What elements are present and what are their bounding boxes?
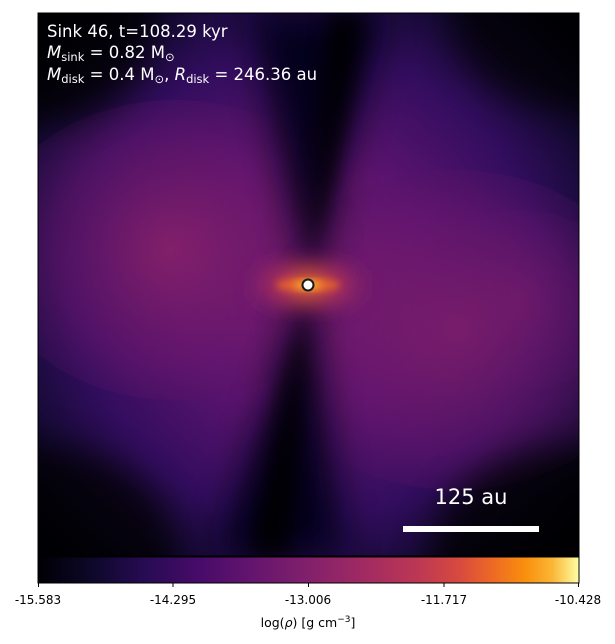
- colorbar-tick-label: -13.006: [285, 593, 331, 607]
- annotation-block: Sink 46, t=108.29 kyr Msink = 0.82 M⊙ Md…: [47, 22, 317, 86]
- scale-bar: 125 au: [403, 485, 539, 532]
- colorbar-axis-label: log(ρ) [g cm−3]: [261, 615, 356, 630]
- colorbar-tick-label: -14.295: [150, 593, 196, 607]
- plot-frame: [37, 12, 580, 557]
- annotation-sink-mass: Msink = 0.82 M⊙: [47, 43, 175, 64]
- colorbar-tick-label: -10.428: [555, 593, 601, 607]
- colorbar-tick-label: -11.717: [421, 593, 467, 607]
- annotation-disk-props: Mdisk = 0.4 M⊙, Rdisk = 246.36 au: [47, 65, 317, 86]
- colorbar: -15.583 -14.295 -13.006 -11.717 -10.428 …: [15, 556, 601, 630]
- sink-marker: [301, 278, 315, 292]
- colorbar-gradient: [37, 556, 580, 584]
- scale-bar-line: [403, 526, 539, 532]
- annotation-title: Sink 46, t=108.29 kyr: [47, 22, 228, 41]
- colorbar-tick-label: -15.583: [15, 593, 61, 607]
- scale-bar-label: 125 au: [435, 485, 508, 509]
